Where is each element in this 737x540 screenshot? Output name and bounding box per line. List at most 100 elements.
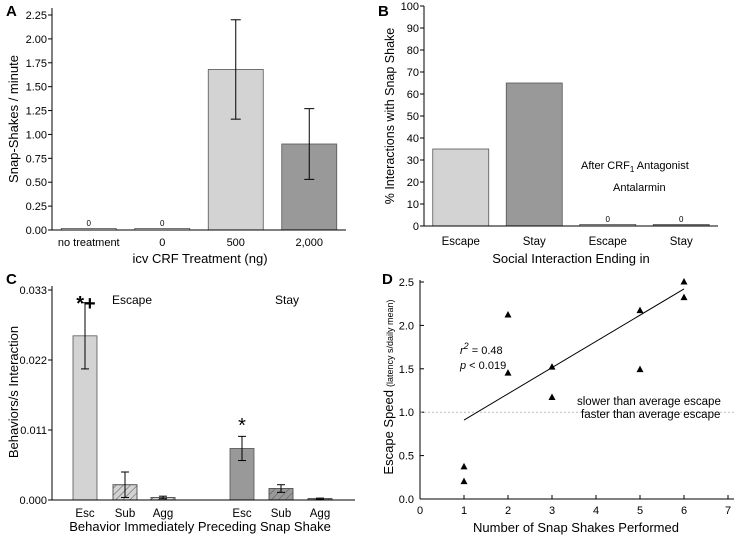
y-tick-label: 2.25 [26, 10, 47, 22]
x-tick-label: 7 [725, 505, 731, 517]
x-tick-label: 2 [505, 505, 511, 517]
data-point [680, 293, 688, 301]
y-tick-label: 20 [407, 177, 419, 189]
y-tick-label: 0.033 [19, 285, 47, 297]
panel-d-plot [420, 278, 734, 485]
panel-d-r2-label: r2 = 0.48 [460, 341, 503, 357]
panel-a: A 0.00 0.25 0.50 0.75 1.00 1.25 1.50 1.75 2.00 2.… [6, 3, 346, 266]
panel-c-y-axis-label: Behaviors/s Interaction [6, 326, 21, 458]
data-point [636, 306, 644, 314]
x-tick-label: Escape [442, 236, 480, 248]
x-tick-label: 2,000 [295, 237, 323, 249]
y-tick-label: 0 [413, 221, 419, 233]
panel-letter-d: D [382, 271, 393, 288]
y-tick-label: 0.50 [26, 177, 47, 189]
panel-d: D 0.0 0.5 1.0 1.5 2.0 2.5 0 1 2 3 4 5 6 7 Number of … [381, 271, 734, 535]
y-tick-label: 0.5 [399, 451, 414, 463]
panel-b-annotation-line1: After CRF1 Antagonist [581, 160, 689, 174]
panel-d-y-ticks: 0.0 0.5 1.0 1.5 2.0 2.5 [399, 277, 424, 506]
data-point [636, 365, 644, 373]
panel-letter-b: B [378, 3, 389, 20]
panel-b-annotation-line2: Antalarmin [613, 182, 666, 194]
y-tick-label: 0.022 [19, 355, 47, 367]
x-tick-label: no treatment [58, 237, 120, 249]
data-point [460, 462, 468, 470]
y-tick-label: 0.0 [399, 494, 414, 506]
bar [505, 82, 563, 227]
y-tick-label: 1.5 [399, 364, 414, 376]
panel-b-y-axis-label: % Interactions with Snap Shake [383, 28, 397, 205]
y-tick-label: 1.75 [26, 58, 47, 70]
y-tick-label: 2.00 [26, 34, 47, 46]
panel-a-x-axis-label: icv CRF Treatment (ng) [132, 251, 267, 266]
y-tick-label: 10 [407, 199, 419, 211]
y-tick-label: 50 [407, 111, 419, 123]
panel-b-x-tick-labels: Escape Stay Escape Stay [442, 236, 693, 248]
x-tick-label: Escape [589, 236, 627, 248]
bar [432, 148, 490, 227]
panel-c-x-tick-labels: Esc Sub Agg Esc Sub Agg [75, 508, 330, 520]
x-tick-label: Agg [153, 508, 173, 520]
data-point [460, 477, 468, 485]
panel-a-y-axis-label: Snap-Shakes / minute [6, 55, 21, 183]
significance-marker: *+ [76, 293, 95, 315]
panel-c-group-label-stay: Stay [275, 293, 299, 307]
panel-d-x-ticks: 0 1 2 3 4 5 6 7 [417, 495, 731, 517]
y-tick-label: 0.25 [26, 201, 47, 213]
x-tick-label: 5 [637, 505, 643, 517]
y-tick-label: 1.00 [26, 129, 47, 141]
zero-value-label: 0 [87, 219, 92, 228]
y-tick-label: 0.75 [26, 153, 47, 165]
x-tick-label: Agg [310, 508, 330, 520]
x-tick-label: Esc [75, 508, 94, 520]
panel-letter-a: A [6, 3, 17, 20]
x-tick-label: 3 [549, 505, 555, 517]
y-tick-label: 1.50 [26, 82, 47, 94]
panel-c: C 0.000 0.011 0.022 0.033 *+ * Esc Sub Agg Esc S… [6, 271, 355, 534]
y-tick-label: 90 [407, 23, 419, 35]
significance-marker: * [238, 415, 246, 437]
y-tick-label: 100 [401, 1, 419, 13]
y-tick-label: 2.5 [399, 277, 414, 289]
panel-a-y-ticks: 0.00 0.25 0.50 0.75 1.00 1.25 1.50 1.75 2.00 2.25 [26, 10, 52, 237]
x-tick-label: Stay [523, 236, 546, 248]
panel-c-plot: *+ * [72, 293, 333, 501]
panel-d-p-label: p < 0.019 [459, 360, 506, 372]
panel-d-note-slower: slower than average escape [577, 396, 721, 408]
x-tick-label: 4 [593, 505, 599, 517]
panel-c-group-label-escape: Escape [112, 293, 152, 307]
y-tick-label: 40 [407, 133, 419, 145]
y-tick-label: 0.000 [19, 495, 47, 507]
panel-d-note-faster: faster than average escape [581, 409, 720, 421]
zero-value-label: 0 [679, 215, 684, 224]
x-tick-label: 0 [417, 505, 423, 517]
x-tick-label: Esc [232, 508, 251, 520]
panel-b-y-ticks: 0 10 20 30 40 50 60 70 80 90 100 [401, 1, 424, 233]
panel-c-x-axis-label: Behavior Immediately Preceding Snap Shak… [69, 519, 331, 534]
panel-letter-c: C [6, 271, 17, 288]
panel-c-y-ticks: 0.000 0.011 0.022 0.033 [19, 285, 52, 507]
x-tick-label: 0 [159, 237, 165, 249]
x-tick-label: Sub [115, 508, 135, 520]
y-tick-label: 60 [407, 89, 419, 101]
zero-value-label: 0 [160, 219, 165, 228]
data-point [504, 310, 512, 318]
x-tick-label: Stay [670, 236, 693, 248]
zero-value-label: 0 [606, 215, 611, 224]
y-tick-label: 1.0 [399, 407, 414, 419]
panel-a-x-tick-labels: no treatment 0 500 2,000 [58, 237, 323, 249]
panel-d-y-axis-label: Escape Speed(latency s/daily mean) [381, 299, 396, 474]
y-tick-label: 0.011 [20, 425, 47, 437]
y-tick-label: 30 [407, 155, 419, 167]
y-tick-label: 2.0 [399, 320, 414, 332]
x-tick-label: 6 [681, 505, 687, 517]
y-tick-label: 0.00 [26, 225, 47, 237]
regression-line [463, 288, 685, 421]
data-point [548, 393, 556, 400]
x-tick-label: Sub [271, 508, 291, 520]
x-tick-label: 1 [461, 505, 467, 517]
